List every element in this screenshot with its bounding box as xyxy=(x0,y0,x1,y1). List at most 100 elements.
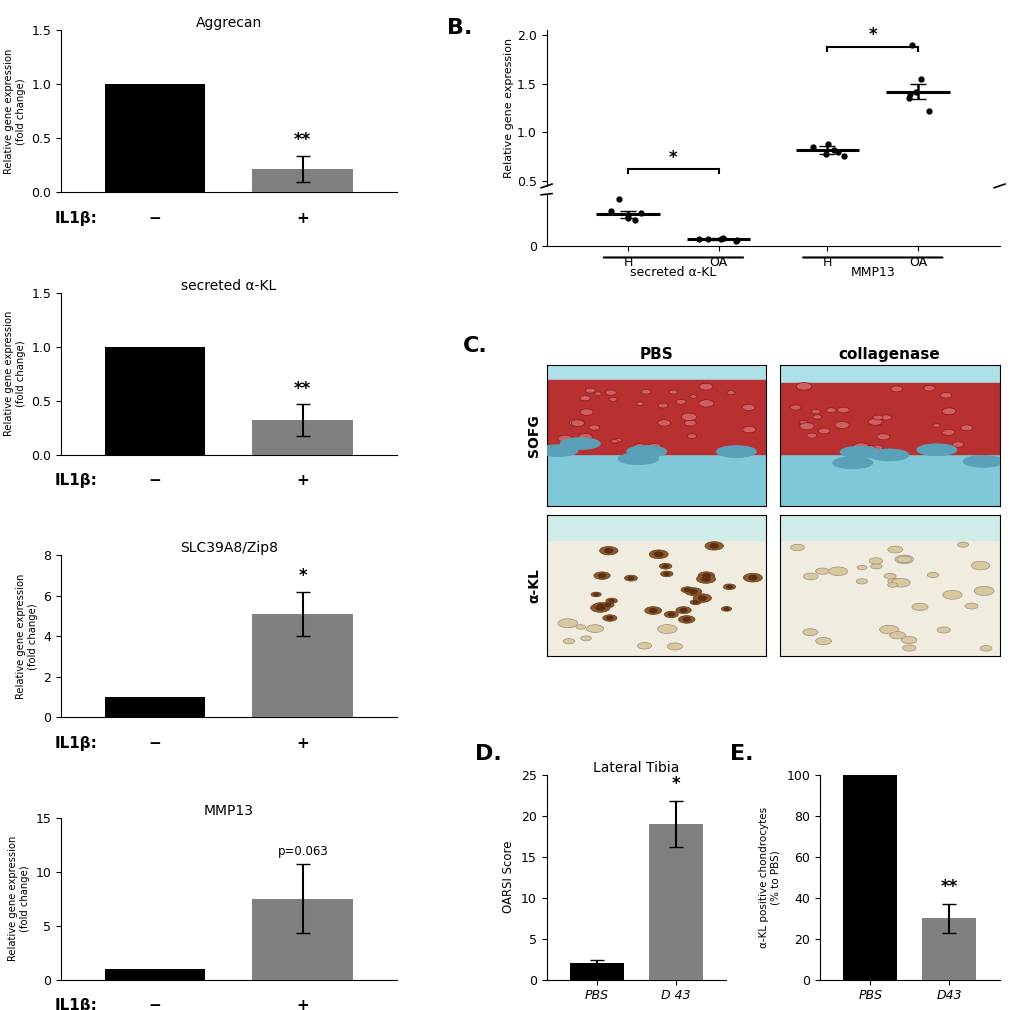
Ellipse shape xyxy=(606,616,612,620)
Text: D.: D. xyxy=(474,744,501,764)
Ellipse shape xyxy=(720,607,731,611)
Ellipse shape xyxy=(887,579,901,585)
Bar xyxy=(546,365,765,382)
Text: *: * xyxy=(299,568,307,585)
Ellipse shape xyxy=(594,392,601,396)
Bar xyxy=(105,969,205,980)
Ellipse shape xyxy=(562,638,574,644)
Ellipse shape xyxy=(799,423,813,430)
Ellipse shape xyxy=(806,433,816,438)
Ellipse shape xyxy=(649,549,667,559)
Ellipse shape xyxy=(602,615,616,621)
Title: PBS: PBS xyxy=(639,347,673,363)
Ellipse shape xyxy=(604,548,612,552)
Ellipse shape xyxy=(942,408,955,415)
Ellipse shape xyxy=(883,574,896,579)
Ellipse shape xyxy=(979,645,991,651)
Ellipse shape xyxy=(578,433,592,440)
Bar xyxy=(779,365,999,382)
Ellipse shape xyxy=(610,439,618,443)
Ellipse shape xyxy=(868,449,908,461)
Ellipse shape xyxy=(964,603,977,609)
Ellipse shape xyxy=(973,587,994,596)
Ellipse shape xyxy=(689,590,696,594)
Ellipse shape xyxy=(586,624,603,632)
Bar xyxy=(105,697,205,717)
Ellipse shape xyxy=(605,598,616,603)
Text: IL1β:: IL1β: xyxy=(54,211,97,226)
Ellipse shape xyxy=(667,613,674,616)
Bar xyxy=(546,381,765,453)
Ellipse shape xyxy=(699,384,712,390)
Text: *: * xyxy=(672,775,680,793)
Ellipse shape xyxy=(648,443,660,449)
Ellipse shape xyxy=(855,579,867,584)
Ellipse shape xyxy=(636,402,643,406)
Bar xyxy=(253,169,353,192)
Bar xyxy=(779,452,999,506)
Ellipse shape xyxy=(942,591,961,599)
Ellipse shape xyxy=(702,574,709,578)
Ellipse shape xyxy=(923,386,934,391)
Ellipse shape xyxy=(658,564,672,569)
Bar xyxy=(253,614,353,717)
Y-axis label: α-KL: α-KL xyxy=(527,568,540,603)
Ellipse shape xyxy=(871,420,881,425)
Ellipse shape xyxy=(943,411,951,415)
Text: IL1β:: IL1β: xyxy=(54,474,97,489)
Text: B.: B. xyxy=(446,18,472,37)
Ellipse shape xyxy=(936,627,950,633)
Ellipse shape xyxy=(590,603,609,612)
Y-axis label: Relative gene expression: Relative gene expression xyxy=(503,38,514,178)
Y-axis label: Relative gene expression
(fold change): Relative gene expression (fold change) xyxy=(8,836,30,962)
Ellipse shape xyxy=(657,624,677,633)
Title: collagenase: collagenase xyxy=(838,347,940,363)
Ellipse shape xyxy=(827,567,847,576)
Ellipse shape xyxy=(911,603,927,610)
Ellipse shape xyxy=(802,628,817,635)
Ellipse shape xyxy=(835,421,849,428)
Ellipse shape xyxy=(970,562,988,570)
Y-axis label: OARSI Score: OARSI Score xyxy=(502,841,515,913)
Ellipse shape xyxy=(627,445,665,458)
Ellipse shape xyxy=(704,541,722,550)
Ellipse shape xyxy=(698,400,713,407)
Ellipse shape xyxy=(880,415,891,420)
Ellipse shape xyxy=(569,419,584,426)
Ellipse shape xyxy=(662,565,667,568)
Ellipse shape xyxy=(890,386,902,392)
Ellipse shape xyxy=(618,453,657,465)
Text: C.: C. xyxy=(463,336,487,357)
Ellipse shape xyxy=(796,383,811,390)
Ellipse shape xyxy=(571,420,584,426)
Text: −: − xyxy=(149,474,161,489)
Ellipse shape xyxy=(644,607,661,614)
Bar xyxy=(105,346,205,454)
Ellipse shape xyxy=(960,425,972,431)
Y-axis label: Relative gene expression
(fold change): Relative gene expression (fold change) xyxy=(16,574,38,699)
Ellipse shape xyxy=(690,600,700,605)
Ellipse shape xyxy=(723,608,728,610)
Ellipse shape xyxy=(663,573,668,576)
Text: *: * xyxy=(668,149,677,167)
Ellipse shape xyxy=(872,415,882,420)
Ellipse shape xyxy=(683,617,690,621)
Ellipse shape xyxy=(870,564,881,569)
Ellipse shape xyxy=(693,594,711,602)
Ellipse shape xyxy=(817,428,829,434)
Ellipse shape xyxy=(815,637,830,644)
Ellipse shape xyxy=(701,577,709,581)
Ellipse shape xyxy=(902,645,915,651)
Ellipse shape xyxy=(878,625,898,634)
Text: IL1β:: IL1β: xyxy=(54,998,97,1010)
Ellipse shape xyxy=(657,403,667,408)
Ellipse shape xyxy=(742,426,755,433)
Ellipse shape xyxy=(599,546,618,554)
Ellipse shape xyxy=(684,420,696,426)
Ellipse shape xyxy=(887,583,897,587)
Ellipse shape xyxy=(601,602,613,608)
Ellipse shape xyxy=(865,445,875,450)
Ellipse shape xyxy=(833,458,871,469)
Ellipse shape xyxy=(681,587,694,593)
Ellipse shape xyxy=(605,390,615,395)
